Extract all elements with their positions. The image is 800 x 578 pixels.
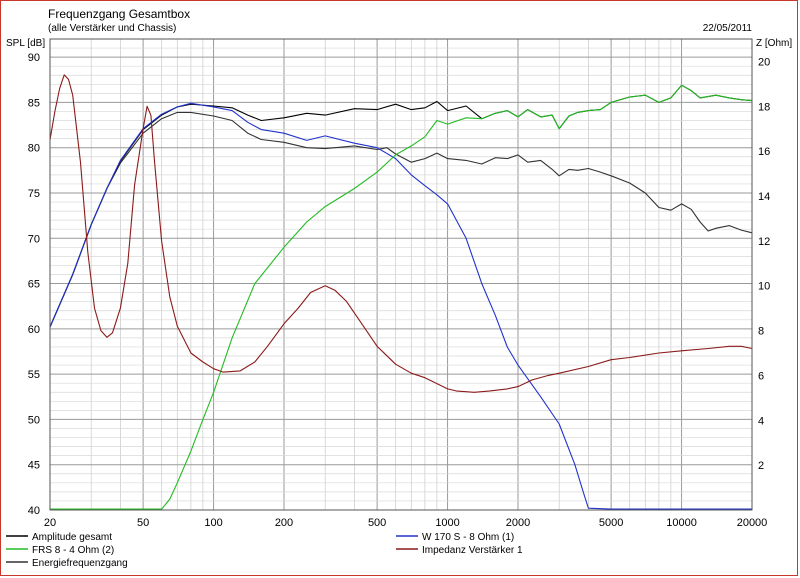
y-right-tick-label: 6 xyxy=(758,370,764,382)
x-tick-label: 50 xyxy=(137,517,149,529)
y-axis-right-label: Z [Ohm] xyxy=(756,38,792,49)
series-line-amplitude-gesamt xyxy=(49,84,753,328)
y-left-tick-label: 80 xyxy=(28,143,40,155)
y-right-tick-label: 4 xyxy=(758,415,764,427)
series-line-impedanz-verst-rker-1 xyxy=(49,74,753,393)
x-tick-label: 100 xyxy=(204,517,222,529)
y-right-tick-label: 10 xyxy=(758,281,770,293)
legend: Amplitude gesamt W 170 S - 8 Ohm (1) FRS 8… xyxy=(6,532,523,569)
legend-entry: FRS 8 - 4 Ohm (2) xyxy=(32,545,114,556)
series-line-w-170-s-8-ohm-1 xyxy=(49,102,752,510)
x-tick-label: 500 xyxy=(368,517,386,529)
x-tick-label: 5000 xyxy=(599,517,623,529)
x-tick-label: 2000 xyxy=(506,517,530,529)
y-left-tick-label: 45 xyxy=(28,460,40,472)
y-left-tick-label: 70 xyxy=(28,233,40,245)
legend-entry: Impedanz Verstärker 1 xyxy=(422,545,523,556)
plot-border xyxy=(49,38,753,511)
chart-title: Frequenzgang Gesamtbox xyxy=(48,7,190,21)
y-right-tick-label: 14 xyxy=(758,191,770,203)
y-left-tick-label: 75 xyxy=(28,188,40,200)
x-tick-label: 200 xyxy=(275,517,293,529)
series-lines xyxy=(49,74,753,510)
chart-date: 22/05/2011 xyxy=(703,23,753,34)
y-right-tick-label: 8 xyxy=(758,326,764,338)
series-line-frs-8-4-ohm-2 xyxy=(50,84,753,510)
x-tick-label: 10000 xyxy=(666,517,697,529)
y-left-tick-label: 50 xyxy=(28,414,40,426)
x-tick-label: 20 xyxy=(44,517,56,529)
y-left-tick-label: 40 xyxy=(28,505,40,517)
series-line-energiefrequenzgang xyxy=(49,111,753,328)
y-right-tick-label: 20 xyxy=(758,56,770,68)
legend-entry: W 170 S - 8 Ohm (1) xyxy=(422,532,514,543)
y-left-tick-label: 55 xyxy=(28,369,40,381)
y-right-tick-label: 16 xyxy=(758,146,770,158)
y-right-tick-label: 2 xyxy=(758,460,764,472)
y-left-tick-label: 65 xyxy=(28,279,40,291)
y-right-tick-label: 18 xyxy=(758,101,770,113)
x-tick-label: 20000 xyxy=(737,517,768,529)
x-tick-label: 1000 xyxy=(435,517,459,529)
y-right-tick-label: 12 xyxy=(758,236,770,248)
y-left-tick-label: 60 xyxy=(28,324,40,336)
y-left-tick-label: 90 xyxy=(28,52,40,64)
legend-entry: Energiefrequenzgang xyxy=(32,558,128,569)
y-left-tick-label: 85 xyxy=(28,97,40,109)
chart-subtitle: (alle Verstärker und Chassis) xyxy=(48,23,176,34)
grid xyxy=(49,38,753,511)
y-axis-left-label: SPL [dB] xyxy=(6,38,45,49)
axis-ticks: 20 50 100 200 500 1000 2000 5000 10000 2000040455… xyxy=(28,52,771,529)
legend-entry: Amplitude gesamt xyxy=(32,532,112,543)
